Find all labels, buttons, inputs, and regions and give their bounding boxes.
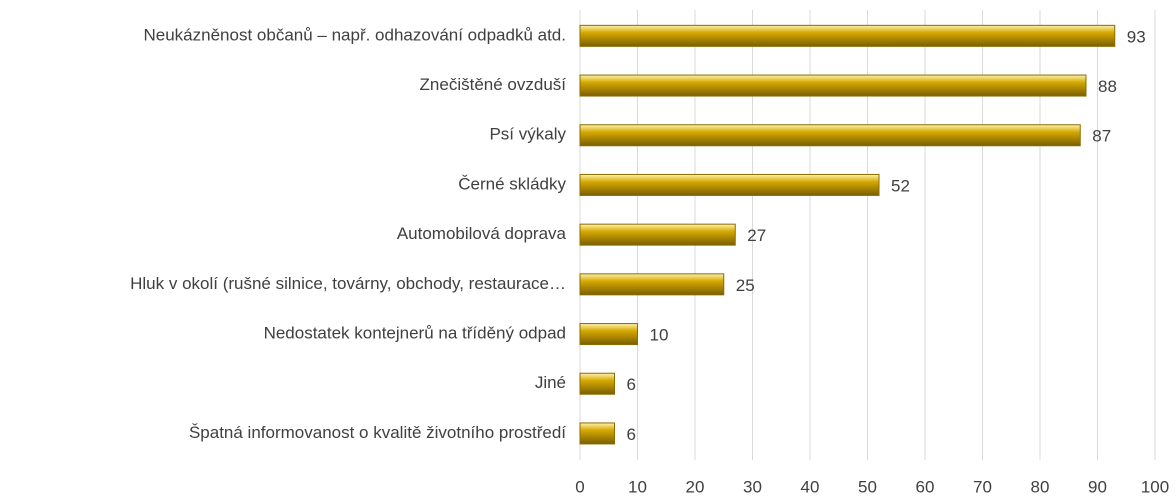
- x-tick-label: 80: [1031, 477, 1050, 496]
- x-tick-label: 0: [575, 477, 584, 496]
- y-tick-label: Neukázněnost občanů – např. odhazování o…: [144, 25, 567, 44]
- bar: [579, 173, 880, 196]
- data-label: 27: [747, 226, 766, 245]
- data-label: 6: [627, 375, 636, 394]
- data-label: 10: [650, 326, 669, 345]
- data-label: 93: [1127, 27, 1146, 46]
- y-tick-label: Jiné: [535, 373, 566, 392]
- data-label: 87: [1092, 127, 1111, 146]
- x-tick-label: 20: [686, 477, 705, 496]
- x-tick-label: 90: [1088, 477, 1107, 496]
- x-tick-label: 100: [1141, 477, 1169, 496]
- y-tick-label: Psí výkaly: [489, 125, 566, 144]
- data-label: 25: [736, 276, 755, 295]
- bar: [579, 223, 736, 246]
- data-label: 6: [627, 425, 636, 444]
- y-tick-label: Znečištěné ovzduší: [420, 75, 567, 94]
- y-tick-label: Černé skládky: [458, 174, 566, 193]
- y-tick-label: Automobilová doprava: [397, 224, 567, 243]
- x-tick-label: 30: [743, 477, 762, 496]
- x-tick-label: 50: [858, 477, 877, 496]
- x-tick-label: 10: [628, 477, 647, 496]
- bar: [579, 422, 615, 445]
- bar: [579, 323, 638, 346]
- x-tick-label: 40: [801, 477, 820, 496]
- y-tick-label: Nedostatek kontejnerů na tříděný odpad: [264, 324, 566, 343]
- bar: [579, 372, 615, 395]
- bar: [579, 74, 1087, 97]
- x-tick-label: 70: [973, 477, 992, 496]
- data-label: 88: [1098, 77, 1117, 96]
- bar: [579, 124, 1081, 147]
- y-tick-label: Špatná informovanost o kvalitě životního…: [189, 423, 566, 442]
- x-tick-label: 60: [916, 477, 935, 496]
- bar: [579, 24, 1116, 47]
- bar: [579, 273, 725, 296]
- y-tick-label: Hluk v okolí (rušné silnice, továrny, ob…: [130, 274, 566, 293]
- data-label: 52: [891, 176, 910, 195]
